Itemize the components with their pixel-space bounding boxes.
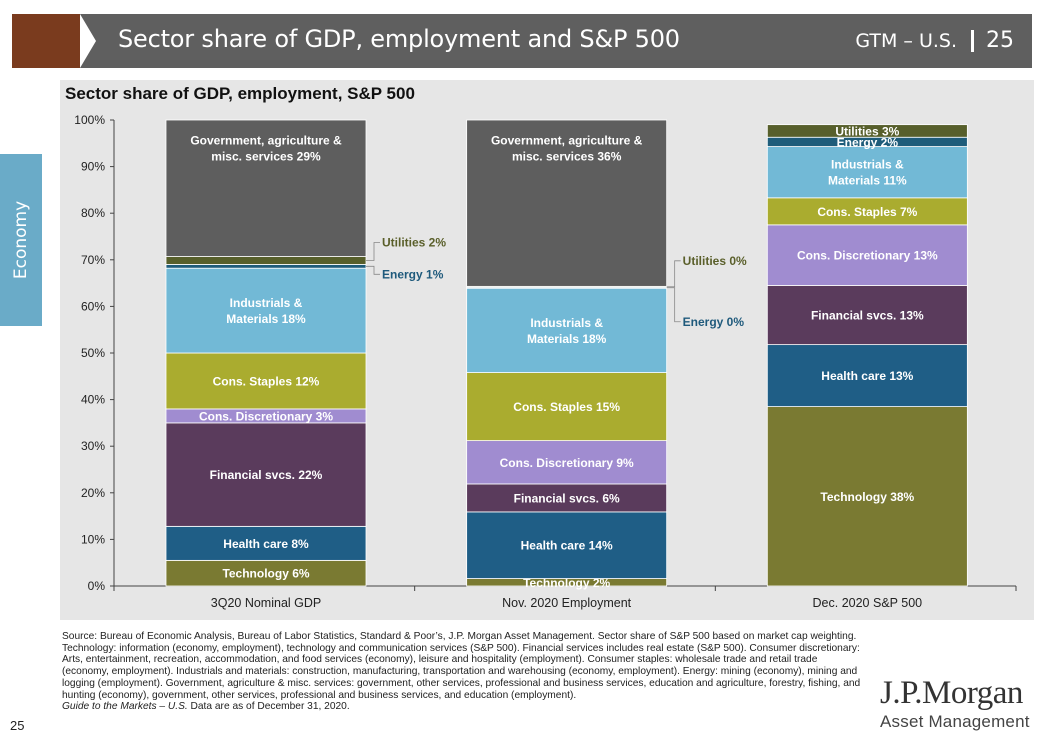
bar-segment	[766, 285, 968, 346]
y-tick-label: 10%	[81, 532, 105, 546]
bar-data-label: Cons. Staples 15%	[513, 400, 620, 414]
bar-data-label: Cons. Discretionary 3%	[199, 409, 333, 423]
bar-segment	[165, 264, 367, 269]
bar-data-label: Technology 6%	[222, 567, 309, 581]
bar-data-label: Cons. Discretionary 13%	[797, 249, 938, 263]
bar-segment	[466, 511, 668, 579]
chart-title: Sector share of GDP, employment, S&P 500	[65, 84, 415, 103]
callout-leader-line	[666, 260, 681, 288]
page-title: Sector share of GDP, employment and S&P …	[118, 25, 680, 53]
bar-segment	[466, 440, 668, 485]
bar-segment	[165, 256, 367, 265]
bar-segment	[165, 267, 367, 354]
y-tick-label: 90%	[81, 160, 105, 174]
bar-segment	[766, 197, 968, 226]
bar-data-label: Materials 11%	[828, 174, 907, 188]
bar-data-label: misc. services 36%	[512, 150, 622, 164]
y-tick-label: 30%	[81, 439, 105, 453]
bar-segment	[466, 287, 668, 373]
bar-data-label: Government, agriculture &	[491, 134, 643, 148]
y-tick-label: 80%	[81, 206, 105, 220]
bar-data-label: misc. services 29%	[211, 150, 321, 164]
y-tick-label: 50%	[81, 346, 105, 360]
bar-data-label: Technology 38%	[820, 490, 914, 504]
x-tick-label: 3Q20 Nominal GDP	[211, 596, 321, 610]
bar-segment	[766, 146, 968, 199]
bar-data-label: Industrials &	[230, 296, 303, 310]
y-tick-label: 60%	[81, 299, 105, 313]
logo-subtitle: Asset Management	[880, 712, 1030, 731]
bar-segment	[165, 559, 367, 587]
bar-segment	[466, 119, 668, 287]
bar-data-label: Materials 18%	[527, 332, 607, 346]
bar-data-label: Financial svcs. 13%	[811, 309, 924, 323]
bar-segment	[766, 224, 968, 286]
callout-label: Utilities 2%	[382, 235, 446, 249]
callout-label: Utilities 0%	[683, 254, 747, 268]
callout-leader-line	[666, 287, 681, 323]
x-tick-label: Nov. 2020 Employment	[502, 596, 632, 610]
bar-data-label: Technology 2%	[523, 576, 610, 590]
bar-data-label: Health care 8%	[223, 537, 309, 551]
y-tick-label: 40%	[81, 393, 105, 407]
y-tick-label: 20%	[81, 486, 105, 500]
bar-segment	[165, 352, 367, 410]
header-page-number: 25	[986, 28, 1014, 53]
footer-page-number: 25	[10, 718, 25, 733]
bar-segment	[165, 422, 367, 527]
bar-data-label: Cons. Discretionary 9%	[500, 456, 634, 470]
bar-data-label: Cons. Staples 7%	[817, 205, 917, 219]
jpmorgan-logo: J.P.Morgan Asset Management	[880, 676, 1030, 732]
bar-segment	[766, 344, 968, 407]
bar-data-label: Energy 2%	[837, 135, 899, 149]
y-tick-label: 70%	[81, 253, 105, 267]
bar-segment	[466, 483, 668, 513]
bar-data-label: Financial svcs. 22%	[210, 468, 323, 482]
source-note: Source: Bureau of Economic Analysis, Bur…	[62, 631, 862, 713]
bar-segment	[766, 124, 968, 138]
header-separator	[971, 29, 974, 52]
bar-segment	[165, 119, 367, 257]
y-tick-label: 100%	[74, 113, 105, 127]
callout-label: Energy 0%	[683, 315, 745, 329]
bar-data-label: Industrials &	[530, 316, 603, 330]
callout-leader-line	[366, 242, 380, 261]
bar-segment	[766, 406, 968, 587]
bar-data-label: Cons. Staples 12%	[213, 374, 320, 388]
bar-data-label: Health care 14%	[521, 539, 613, 553]
header-accent	[12, 14, 80, 68]
header-badge-group: GTM – U.S. 25	[855, 28, 1014, 53]
x-tick-label: Dec. 2020 S&P 500	[813, 596, 923, 610]
section-tab-economy[interactable]: Economy	[0, 154, 42, 326]
bar-data-label: Materials 18%	[226, 312, 306, 326]
y-tick-label: 0%	[88, 579, 106, 593]
as-of-text: Data are as of December 31, 2020.	[187, 701, 350, 713]
logo-wordmark: J.P.Morgan	[880, 675, 1023, 711]
header-badge: GTM – U.S.	[855, 29, 957, 52]
header-bar	[80, 14, 1032, 68]
source-text: Source: Bureau of Economic Analysis, Bur…	[62, 631, 861, 701]
bar-data-label: Industrials &	[831, 158, 904, 172]
callout-label: Energy 1%	[382, 267, 444, 281]
bar-data-label: Financial svcs. 6%	[514, 491, 620, 505]
callout-leader-line	[366, 265, 380, 275]
bar-data-label: Health care 13%	[821, 369, 913, 383]
bar-data-label: Government, agriculture &	[190, 134, 342, 148]
guide-title: Guide to the Markets – U.S.	[62, 701, 188, 713]
bar-data-label: Utilities 3%	[835, 124, 899, 138]
